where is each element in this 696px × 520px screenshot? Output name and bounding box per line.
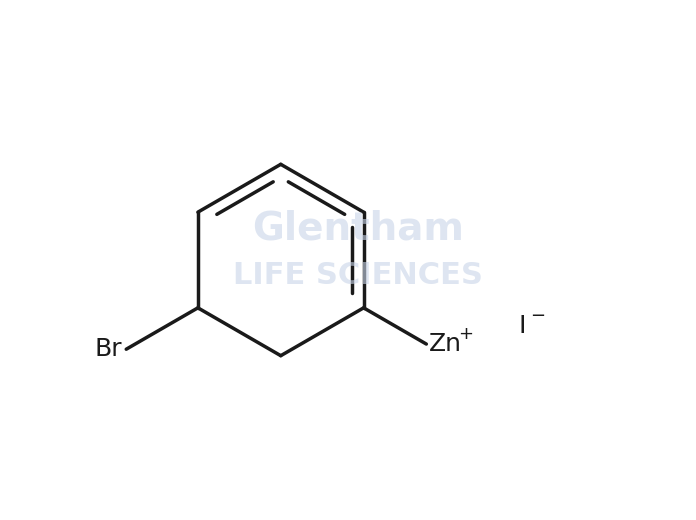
Text: +: + <box>459 324 473 343</box>
Text: Glentham: Glentham <box>253 210 464 248</box>
Text: LIFE SCIENCES: LIFE SCIENCES <box>233 261 483 290</box>
Text: Br: Br <box>95 337 122 361</box>
Text: I: I <box>519 314 526 338</box>
Text: −: − <box>530 307 545 324</box>
Text: Zn: Zn <box>429 332 461 356</box>
